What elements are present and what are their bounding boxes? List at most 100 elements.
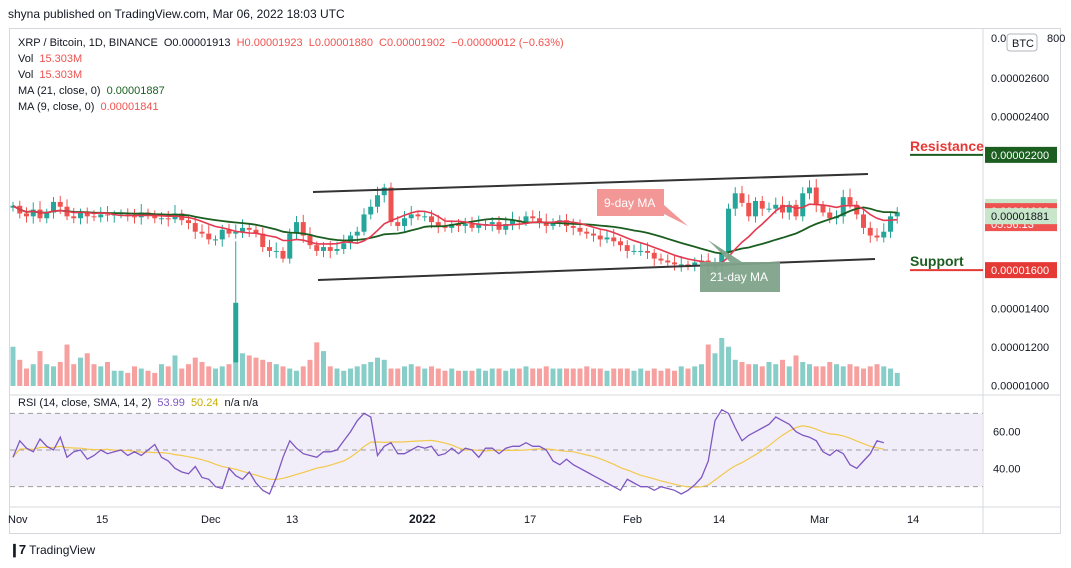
publish-line: shyna published on TradingView.com, Mar … (8, 7, 345, 21)
footer-brand[interactable]: ❙7 TradingView (9, 542, 95, 558)
candle-body (591, 233, 596, 236)
candle-body (71, 216, 77, 219)
candle-body (368, 206, 374, 215)
candle-body (597, 235, 603, 240)
volume-bar (30, 364, 36, 386)
candle-body (381, 187, 387, 196)
candle-body (861, 214, 866, 228)
volume-bar (712, 353, 718, 386)
candle-body (321, 247, 326, 251)
volume-bar (807, 364, 812, 386)
ma21-callout-text: 21-day MA (710, 270, 768, 284)
candle-body (503, 224, 509, 230)
candle-body (577, 227, 583, 232)
candle-body (543, 222, 549, 226)
candle-body (24, 213, 29, 217)
price-label: 0.00001881 (991, 211, 1049, 223)
candle-body (226, 229, 232, 234)
volume-bar (44, 364, 50, 386)
candle-body (604, 237, 610, 240)
volume-bar (111, 370, 117, 386)
volume-bar (51, 366, 56, 386)
volume-bar (577, 368, 583, 386)
volume-bar (840, 366, 846, 386)
legend-vol-label: Vol (18, 53, 34, 65)
legend-vol-value-2: 15.303M (39, 69, 83, 81)
candle-body (186, 220, 191, 224)
candle-body (57, 201, 63, 207)
candle-body (570, 225, 576, 228)
price-tick-label-top-tail: 800 (1047, 33, 1065, 45)
legend-vol-value: 15.303M (39, 53, 83, 65)
volume-bar (172, 355, 178, 386)
candle-body (827, 212, 833, 219)
volume-bar (253, 357, 259, 386)
candle-body (30, 209, 36, 217)
volume-bar (874, 364, 880, 386)
time-tick-label: Dec (201, 514, 221, 526)
candle-body (651, 252, 657, 259)
candle-body (213, 239, 218, 241)
volume-bar (881, 366, 887, 386)
candle-body (422, 216, 428, 218)
volume-bar (834, 364, 839, 386)
volume-bar (381, 359, 387, 386)
volume-bar (179, 368, 185, 386)
candle-body (523, 216, 529, 223)
legend-open: O0.00001913 (163, 37, 231, 49)
volume-bar (847, 364, 853, 386)
volume-bar (496, 368, 502, 386)
candle-body (793, 204, 799, 217)
candle-body (327, 247, 333, 251)
candle-body (348, 235, 353, 244)
volume-bar (260, 359, 266, 386)
volume-bar (71, 364, 77, 386)
volume-bar (651, 368, 657, 386)
volume-bar (462, 370, 468, 386)
volume-bar (64, 344, 70, 386)
candle-body (530, 216, 536, 219)
candle-body (820, 204, 826, 213)
candle-body (219, 229, 225, 240)
candle-body (260, 233, 266, 248)
volume-bar (199, 362, 205, 386)
legend-rsi-label: RSI (14, close, SMA, 14, 2) (18, 397, 152, 409)
candle-body (867, 227, 873, 236)
candle-body (800, 193, 806, 217)
volume-bar (557, 368, 563, 386)
legend-symbol: XRP / Bitcoin, 1D, BINANCE (18, 37, 158, 49)
candle-body (672, 262, 677, 265)
time-tick-label: 14 (713, 514, 725, 526)
legend-ma9: MA (9, close, 0) 0.00001841 (18, 99, 162, 115)
volume-bar (456, 370, 461, 386)
volume-bar (287, 368, 293, 386)
candle-body (253, 229, 259, 234)
legend-ma9-value: 0.00001841 (100, 101, 159, 113)
ma9-callout-text: 9-day MA (604, 196, 655, 210)
candle-body (645, 250, 650, 253)
volume-bar (793, 355, 799, 386)
volume-bar (780, 359, 785, 386)
volume-bar (483, 370, 488, 386)
volume-bar (766, 362, 772, 386)
volume-bar (489, 368, 495, 386)
candle-body (280, 250, 286, 259)
volume-bar (442, 370, 448, 386)
volume-bar (604, 370, 610, 386)
candle-body (732, 193, 738, 209)
candle-body (159, 218, 164, 220)
volume-bar (638, 368, 644, 386)
volume-bar (280, 366, 286, 386)
candle-body (807, 187, 812, 194)
volume-bar (348, 368, 353, 386)
rsi-tick-60: 60.00 (993, 427, 1021, 439)
volume-bar (307, 359, 313, 386)
candle-body (840, 197, 846, 217)
volume-bar (759, 366, 765, 386)
volume-bar (786, 366, 792, 386)
time-tick-label: 14 (907, 514, 919, 526)
candle-body (287, 233, 293, 259)
candle-body (550, 222, 556, 226)
candle-body (307, 235, 313, 246)
